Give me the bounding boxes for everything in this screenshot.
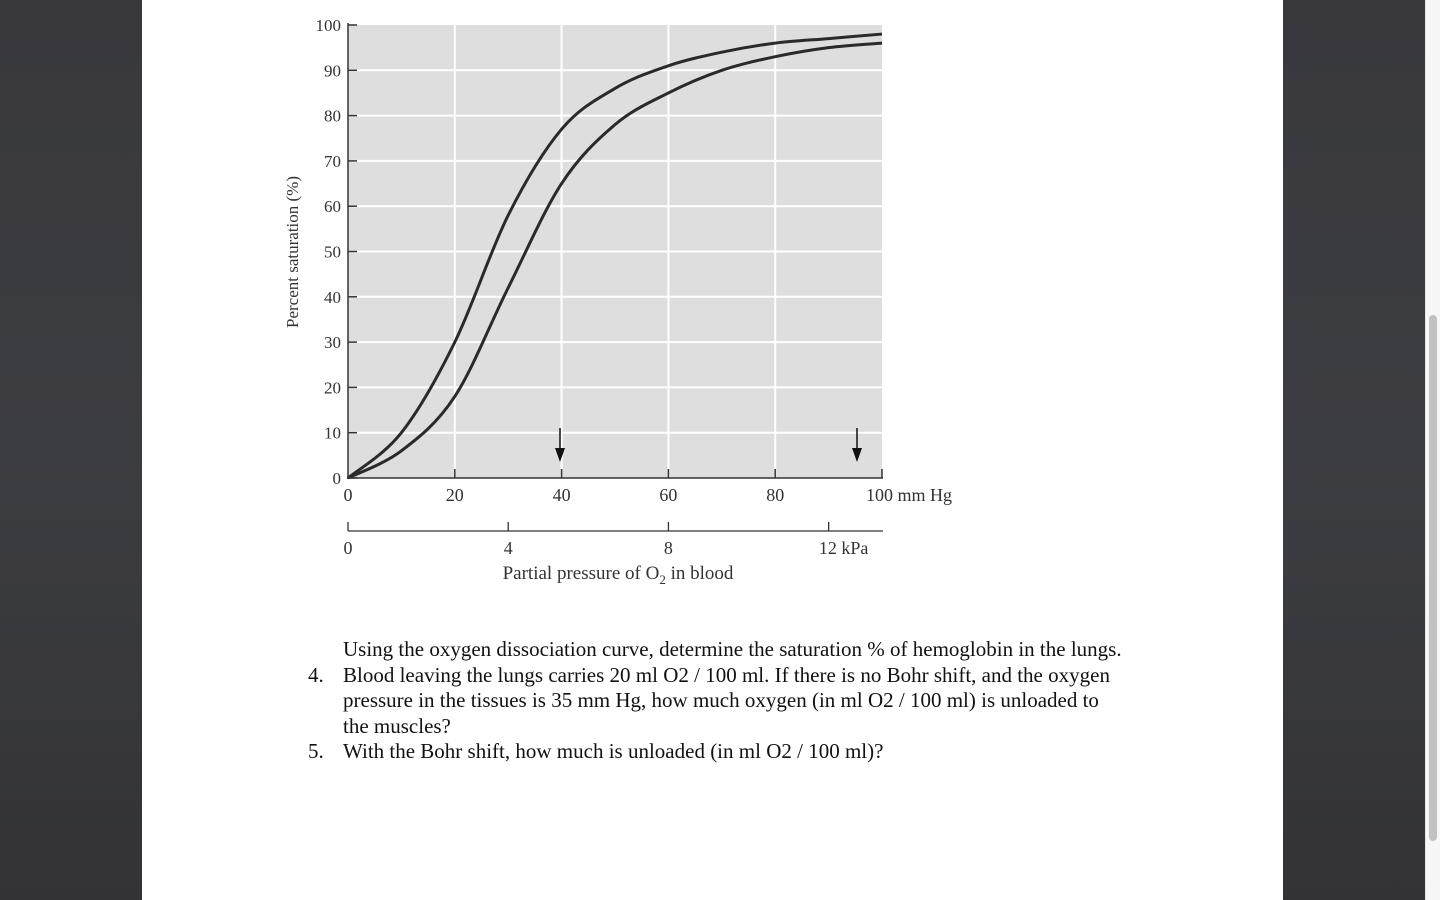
- curves: [347, 32, 883, 480]
- kpa-tick-label: 8: [664, 538, 673, 558]
- saturation-curve: [347, 32, 883, 480]
- arrow-down-icon: [852, 428, 862, 462]
- y-tick-label: 10: [324, 424, 341, 443]
- y-tick-label: 70: [324, 152, 341, 171]
- y-tick-label: 60: [324, 197, 341, 216]
- x-axis-label: Partial pressure of O2 in blood: [503, 563, 734, 587]
- question-5: 5. With the Bohr shift, how much is unloa…: [308, 739, 884, 763]
- kpa-tick-label: 4: [504, 538, 513, 558]
- y-tick-label: 20: [324, 378, 341, 397]
- x-tick-label: 40: [553, 485, 571, 505]
- question-intro: Using the oxygen dissociation curve, det…: [343, 637, 1122, 661]
- x-tick-label: 20: [446, 485, 464, 505]
- y-tick-label: 50: [324, 243, 341, 262]
- y-tick-label: 30: [324, 333, 341, 352]
- saturation-curve: [347, 41, 883, 480]
- y-tick-label: 80: [324, 107, 341, 126]
- x-tick-label: 60: [659, 485, 677, 505]
- x-tick-label: 0: [344, 485, 353, 505]
- kpa-tick-label: 0: [344, 538, 353, 558]
- grid-lines: [348, 25, 882, 478]
- kpa-ticks: 0 4 8 12 kPa: [344, 522, 869, 558]
- y-tick-label: 0: [333, 469, 342, 488]
- viewer-background-left: [0, 0, 142, 900]
- y-tick-label: 40: [324, 288, 341, 307]
- y-ticks: 0 10 20 30 40 50 60 70 80 90 100: [316, 16, 357, 488]
- x-tick-label: 80: [766, 485, 784, 505]
- y-axis-label: Percent saturation (%): [283, 176, 302, 328]
- x-ticks: 0 20 40 60 80 100 mm Hg: [344, 469, 952, 505]
- scrollbar-thumb[interactable]: [1429, 315, 1437, 841]
- x-tick-label: 100 mm Hg: [866, 485, 952, 505]
- questions-list: Using the oxygen dissociation curve, det…: [308, 637, 1128, 765]
- viewer-background-right: [1283, 0, 1425, 900]
- arrow-down-icon: [555, 428, 565, 462]
- y-tick-label: 100: [316, 16, 342, 35]
- kpa-tick-label: 12 kPa: [819, 538, 869, 558]
- y-tick-label: 90: [324, 61, 341, 80]
- question-4: 4. Blood leaving the lungs carries 20 ml …: [308, 662, 1110, 738]
